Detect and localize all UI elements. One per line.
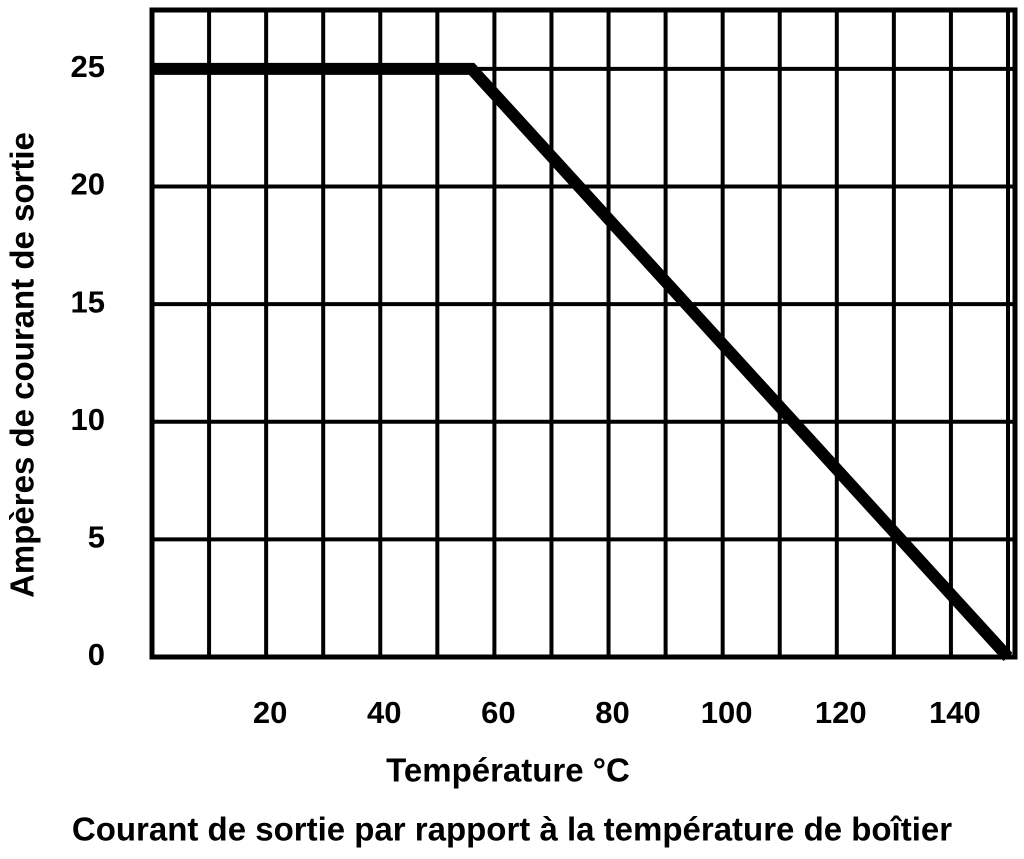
y-tick-label: 10 [71, 402, 105, 437]
x-tick-label: 120 [815, 695, 867, 730]
x-tick-label: 80 [595, 695, 629, 730]
x-tick-label: 60 [481, 695, 515, 730]
x-tick-label: 40 [367, 695, 401, 730]
x-tick-label: 100 [701, 695, 753, 730]
x-tick-label: 140 [929, 695, 981, 730]
chart-title: Courant de sortie par rapport à la tempé… [72, 811, 952, 848]
y-tick-label: 20 [71, 167, 105, 202]
x-axis-label: Température °C [386, 752, 630, 789]
y-tick-label: 15 [71, 284, 105, 319]
y-tick-label: 0 [88, 637, 105, 672]
y-axis-label: Ampères de courant de sortie [4, 132, 41, 598]
y-tick-label: 5 [88, 520, 105, 555]
data-line [152, 62, 1013, 662]
plot-border [149, 7, 1018, 660]
y-tick-label: 25 [71, 49, 105, 84]
x-tick-label: 20 [253, 695, 287, 730]
